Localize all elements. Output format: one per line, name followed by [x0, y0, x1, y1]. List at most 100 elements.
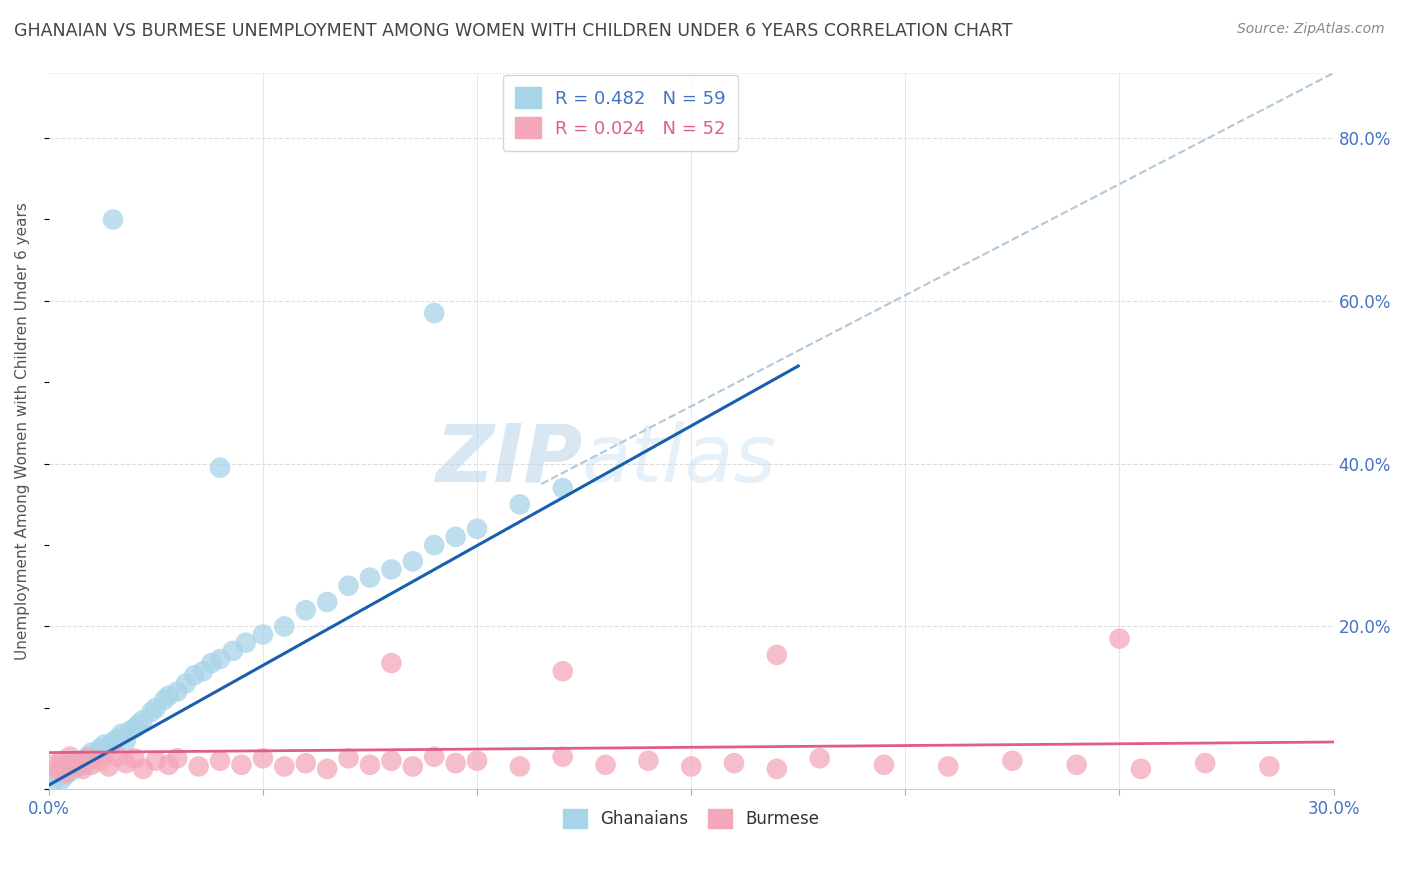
Burmese [209, 754, 232, 768]
Ghanaians [316, 595, 339, 609]
Ghanaians [63, 754, 86, 768]
Burmese [145, 754, 167, 768]
Ghanaians [294, 603, 316, 617]
Ghanaians [174, 676, 197, 690]
Ghanaians [465, 522, 488, 536]
Burmese [42, 757, 65, 772]
Ghanaians [59, 764, 82, 779]
Burmese [124, 751, 146, 765]
Burmese [51, 754, 73, 768]
Burmese [115, 756, 138, 771]
Ghanaians [273, 619, 295, 633]
Text: atlas: atlas [582, 421, 776, 499]
Ghanaians [402, 554, 425, 568]
Ghanaians [101, 735, 124, 749]
Ghanaians [67, 756, 90, 771]
Ghanaians [89, 746, 111, 760]
Ghanaians [97, 741, 120, 756]
Burmese [359, 757, 381, 772]
Ghanaians [55, 767, 77, 781]
Burmese [1066, 757, 1088, 772]
Ghanaians [72, 757, 94, 772]
Burmese [637, 754, 659, 768]
Ghanaians [124, 721, 146, 735]
Ghanaians [157, 689, 180, 703]
Burmese [105, 749, 128, 764]
Burmese [97, 759, 120, 773]
Burmese [166, 751, 188, 765]
Ghanaians [89, 741, 111, 756]
Ghanaians [423, 538, 446, 552]
Burmese [1194, 756, 1216, 771]
Burmese [337, 751, 360, 765]
Ghanaians [141, 705, 163, 719]
Burmese [55, 766, 77, 780]
Ghanaians [128, 717, 150, 731]
Burmese [46, 762, 69, 776]
Burmese [187, 759, 209, 773]
Burmese [1108, 632, 1130, 646]
Text: Source: ZipAtlas.com: Source: ZipAtlas.com [1237, 22, 1385, 37]
Burmese [766, 762, 789, 776]
Ghanaians [209, 652, 232, 666]
Burmese [76, 751, 98, 765]
Ghanaians [132, 713, 155, 727]
Burmese [89, 754, 111, 768]
Ghanaians [423, 306, 446, 320]
Ghanaians [235, 636, 257, 650]
Ghanaians [84, 747, 107, 762]
Ghanaians [444, 530, 467, 544]
Burmese [380, 656, 402, 670]
Ghanaians [93, 738, 115, 752]
Burmese [873, 757, 896, 772]
Burmese [551, 749, 574, 764]
Burmese [273, 759, 295, 773]
Ghanaians [166, 684, 188, 698]
Burmese [252, 751, 274, 765]
Burmese [595, 757, 617, 772]
Ghanaians [337, 579, 360, 593]
Ghanaians [51, 772, 73, 787]
Ghanaians [153, 692, 176, 706]
Burmese [808, 751, 831, 765]
Ghanaians [76, 754, 98, 768]
Burmese [80, 757, 103, 772]
Burmese [551, 664, 574, 678]
Ghanaians [191, 664, 214, 678]
Burmese [1001, 754, 1024, 768]
Ghanaians [145, 701, 167, 715]
Ghanaians [105, 731, 128, 746]
Ghanaians [183, 668, 205, 682]
Burmese [766, 648, 789, 662]
Text: GHANAIAN VS BURMESE UNEMPLOYMENT AMONG WOMEN WITH CHILDREN UNDER 6 YEARS CORRELA: GHANAIAN VS BURMESE UNEMPLOYMENT AMONG W… [14, 22, 1012, 40]
Burmese [723, 756, 745, 771]
Burmese [132, 762, 155, 776]
Ghanaians [63, 762, 86, 776]
Ghanaians [120, 723, 142, 738]
Ghanaians [67, 759, 90, 773]
Burmese [1129, 762, 1152, 776]
Burmese [444, 756, 467, 771]
Ghanaians [42, 774, 65, 789]
Burmese [936, 759, 959, 773]
Burmese [465, 754, 488, 768]
Ghanaians [76, 749, 98, 764]
Burmese [423, 749, 446, 764]
Ghanaians [110, 727, 132, 741]
Burmese [294, 756, 316, 771]
Ghanaians [80, 751, 103, 765]
Ghanaians [80, 746, 103, 760]
Ghanaians [55, 762, 77, 776]
Burmese [231, 757, 253, 772]
Burmese [316, 762, 339, 776]
Ghanaians [72, 754, 94, 768]
Ghanaians [359, 571, 381, 585]
Y-axis label: Unemployment Among Women with Children Under 6 years: Unemployment Among Women with Children U… [15, 202, 30, 660]
Burmese [67, 756, 90, 771]
Ghanaians [101, 212, 124, 227]
Burmese [1258, 759, 1281, 773]
Burmese [63, 759, 86, 773]
Ghanaians [551, 481, 574, 495]
Burmese [509, 759, 531, 773]
Ghanaians [51, 766, 73, 780]
